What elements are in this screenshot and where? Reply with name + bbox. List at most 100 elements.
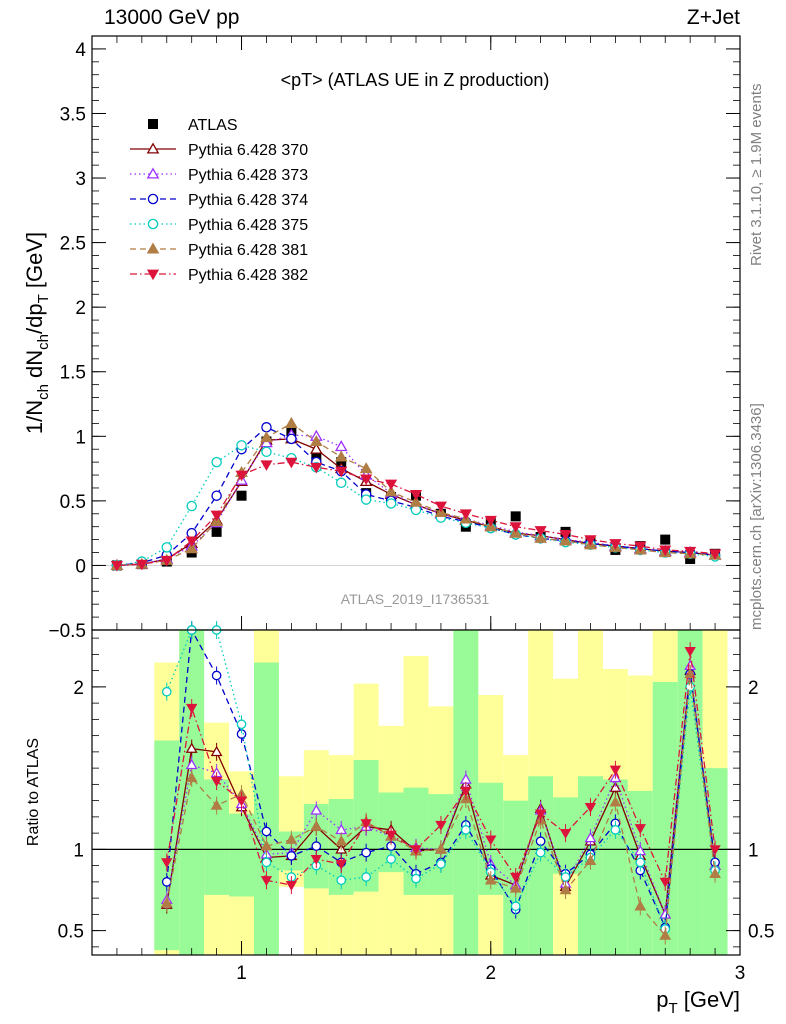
legend-label: Pythia 6.428 374	[188, 192, 308, 209]
main-series-point	[509, 522, 522, 533]
main-series-point	[534, 526, 547, 537]
main-series-point	[211, 456, 222, 468]
legend-entry: Pythia 6.428 382	[130, 267, 308, 284]
main-series-point	[659, 545, 672, 557]
main-ytick-label: 0.5	[60, 492, 86, 513]
ratio-series-point	[361, 847, 372, 858]
ratio-ytick-label: 2	[73, 678, 84, 699]
legend-marker	[146, 167, 160, 179]
header-right: Z+Jet	[686, 6, 740, 29]
main-series-point	[409, 495, 423, 507]
ratio-series-point	[584, 803, 597, 813]
main-plot-ticks: −0.5 0 0.5 1 1.5 2 2.5 3 3.5 4	[48, 36, 741, 642]
ratio-series-point	[335, 859, 347, 870]
ratio-series-point	[335, 835, 348, 846]
main-plot: −0.5 0 0.5 1 1.5 2 2.5 3 3.5 4 <pT> (ATLAS UE in …	[22, 35, 741, 642]
ratio-band-inner	[179, 630, 205, 955]
main-series-point	[459, 509, 472, 520]
main-ytick-label: 2	[75, 298, 86, 319]
ratio-series-point	[510, 901, 521, 912]
ratio-ytick-label-right: 0.5	[748, 922, 774, 943]
ratio-series-point	[161, 877, 172, 887]
main-series-point	[584, 535, 597, 546]
legend-marker	[148, 119, 158, 129]
legend-entry: Pythia 6.428 370	[130, 142, 308, 159]
ratio-xtick-label: 1	[236, 963, 247, 984]
main-series-point	[709, 549, 722, 561]
main-series-point	[160, 555, 173, 567]
main-series-point	[309, 434, 323, 447]
ratio-series-point	[310, 804, 323, 815]
main-series-point	[211, 526, 222, 537]
ratio-ytick-label-right: 1	[748, 840, 759, 861]
ratio-plot-ylabel: Ratio to ATLAS	[25, 738, 42, 846]
ratio-series-point	[285, 881, 298, 891]
main-series-point	[384, 485, 398, 497]
ratio-series-point	[684, 647, 696, 657]
ratio-plot-ticks: 0.5 0.5 1 1 2 2 1 2 3	[58, 637, 774, 984]
main-series-point	[185, 536, 198, 548]
ratio-series-point	[460, 786, 472, 797]
ratio-band-inner	[254, 662, 279, 955]
ratio-series-point	[260, 840, 273, 851]
main-ytick-label: 4	[75, 40, 86, 61]
main-series-point	[534, 531, 547, 543]
legend-entry: Pythia 6.428 375	[130, 217, 308, 234]
main-series-point	[285, 416, 298, 428]
legend-marker	[146, 142, 160, 154]
ratio-plot: 0.5 0.51 12 21 2 3 Ratio to ATLAS pT [GeV]	[25, 621, 774, 1017]
ratio-series-point	[360, 819, 372, 830]
main-series-point	[260, 431, 273, 443]
ratio-series-point	[235, 796, 248, 807]
main-series-point	[559, 530, 572, 541]
main-series-point	[634, 541, 647, 553]
ratio-series-point	[361, 872, 372, 882]
ratio-series-line	[166, 651, 716, 886]
legend-label: Pythia 6.428 381	[188, 242, 308, 259]
main-series-point	[261, 422, 272, 433]
main-series-point	[261, 446, 272, 458]
ratio-series-point	[509, 882, 522, 893]
ratio-series-6	[161, 642, 721, 895]
ratio-series-point	[210, 745, 223, 757]
main-series-point	[185, 542, 199, 554]
ratio-series-point	[460, 825, 471, 835]
ratio-series-point	[709, 845, 721, 856]
ratio-series-point	[659, 929, 672, 940]
main-series-point	[161, 542, 173, 553]
ratio-series-point	[435, 843, 447, 854]
ratio-series-point	[261, 857, 272, 868]
ratio-series-point	[160, 896, 173, 908]
header-left: 13000 GeV pp	[104, 6, 240, 29]
ratio-series-point	[435, 820, 447, 831]
ratio-series-point	[485, 835, 497, 846]
main-series-point	[210, 510, 223, 522]
analysis-watermark: ATLAS_2019_I1736531	[341, 591, 490, 607]
legend-entry: Pythia 6.428 374	[130, 192, 308, 209]
main-series-point	[360, 474, 373, 486]
ratio-series-point	[285, 833, 298, 844]
main-series-point	[335, 477, 347, 489]
ratio-series-point	[610, 825, 621, 835]
legend-entry: Pythia 6.428 373	[130, 167, 308, 184]
ratio-ytick-label: 1	[73, 840, 84, 861]
main-series-point	[385, 498, 397, 509]
main-series-point	[359, 462, 373, 474]
ratio-band-inner	[154, 740, 180, 951]
main-series-point	[334, 450, 348, 462]
main-series-point	[211, 490, 222, 501]
ratio-series-point	[709, 867, 721, 878]
legend-label: ATLAS	[188, 117, 238, 134]
ratio-series-point	[260, 876, 273, 887]
main-series-point	[309, 442, 323, 454]
ratio-series-point	[609, 781, 622, 792]
main-series-point	[186, 527, 197, 539]
ratio-series-line	[166, 673, 716, 938]
ratio-series-point	[411, 873, 421, 884]
ratio-series-point	[559, 883, 572, 895]
main-ytick-label: 3	[75, 169, 86, 190]
ratio-xtick-label: 3	[735, 963, 746, 984]
ratio-series-point	[211, 670, 222, 681]
main-ytick-label: 1	[75, 427, 86, 448]
